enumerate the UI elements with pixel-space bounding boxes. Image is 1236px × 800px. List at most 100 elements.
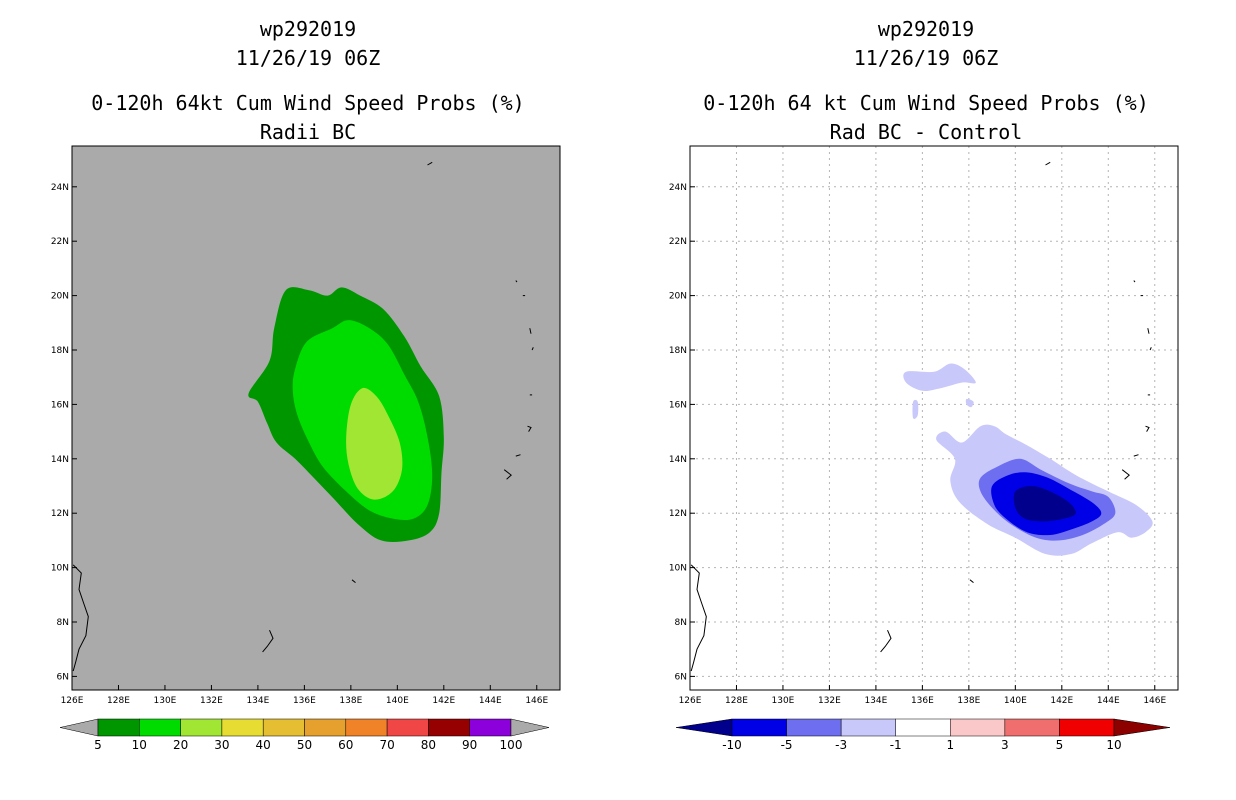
colorbar-segment [345, 718, 388, 737]
right-title-product: 0-120h 64 kt Cum Wind Speed Probs (%) [703, 91, 1149, 115]
y-tick-label: 8N [57, 618, 69, 628]
plot-background [690, 146, 1178, 690]
x-tick-label: 138E [957, 696, 980, 706]
colorbar-segment [840, 718, 896, 737]
x-tick-label: 142E [432, 696, 455, 706]
colorbar-segment [139, 718, 181, 737]
y-tick-label: 16N [669, 400, 687, 410]
right-title-storm: wp292019 [877, 17, 975, 41]
contour-neg1-fill [912, 399, 919, 419]
y-tick-label: 16N [51, 400, 69, 410]
colorbar-segment [428, 718, 470, 737]
colorbar-low-arrow [675, 718, 733, 737]
y-tick-label: 20N [669, 292, 687, 302]
plot-frame [689, 145, 1179, 691]
colorbar-label: 80 [421, 738, 436, 752]
left-title-date: 11/26/19 06Z [235, 46, 381, 70]
x-tick-label: 130E [154, 696, 177, 706]
colorbar-label: -3 [835, 738, 847, 752]
coastline [1133, 280, 1136, 283]
x-tick-label: 130E [772, 696, 795, 706]
coastline [880, 630, 892, 653]
colorbar-label: -1 [890, 738, 902, 752]
colorbar-label: 60 [338, 738, 353, 752]
colorbar-segment [304, 718, 347, 737]
colorbar-label: 90 [462, 738, 477, 752]
coastline [515, 280, 518, 283]
y-tick-label: 6N [675, 672, 687, 682]
coastline [1121, 469, 1130, 480]
coastline [351, 579, 356, 583]
x-tick-label: 136E [293, 696, 316, 706]
coastline [262, 630, 274, 653]
y-tick-label: 24N [669, 183, 687, 193]
right-chart: 126E 128E 130E 132E 134E 136E 138E 140E 142E 144E… [669, 145, 1179, 752]
contour-neg1-fill [903, 363, 976, 392]
colorbar-segment [950, 718, 1006, 737]
y-tick-label: 22N [669, 237, 687, 247]
coastline [72, 564, 89, 672]
colorbar-label: 50 [297, 738, 312, 752]
colorbar-segment [97, 718, 140, 737]
y-tick-label: 14N [669, 455, 687, 465]
colorbar-label: 5 [94, 738, 102, 752]
right-title-date: 11/26/19 06Z [853, 46, 999, 70]
x-tick-label: 126E [61, 696, 84, 706]
coastline [515, 454, 521, 457]
x-tick-label: 132E [200, 696, 223, 706]
colorbar-label: 3 [1001, 738, 1009, 752]
x-tick-label: 142E [1050, 696, 1073, 706]
x-tick-label: 128E [725, 696, 748, 706]
x-tick-label: 134E [864, 696, 887, 706]
coastline [503, 469, 512, 480]
x-tick-label: 140E [1004, 696, 1027, 706]
colorbar-label: 20 [173, 738, 188, 752]
colorbar-label: 10 [1106, 738, 1121, 752]
coastline [531, 347, 534, 351]
y-tick-label: 14N [51, 455, 69, 465]
y-tick-label: 8N [675, 618, 687, 628]
y-tick-label: 12N [51, 509, 69, 519]
colorbar-high-arrow [1113, 718, 1171, 737]
left-chart: 126E 128E 130E 132E 134E 136E 138E 140E 142E 144E… [51, 145, 561, 752]
colorbar-segment [1004, 718, 1060, 737]
coastline [427, 161, 433, 166]
colorbar-segment [1059, 718, 1115, 737]
colorbar-label: 30 [214, 738, 229, 752]
y-tick-label: 12N [669, 509, 687, 519]
colorbar-segment [895, 718, 951, 737]
coastline [1147, 328, 1150, 334]
colorbar-label: 40 [256, 738, 271, 752]
plot-frame [71, 145, 561, 691]
colorbar-segment [221, 718, 264, 737]
coastline [1149, 347, 1152, 351]
coastline [969, 579, 974, 583]
right-title-variant: Rad BC - Control [829, 120, 1023, 144]
colorbar-label: 1 [946, 738, 954, 752]
colorbar-label: 5 [1056, 738, 1064, 752]
colorbar-segment [469, 718, 512, 737]
colorbar-segment [731, 718, 787, 737]
y-tick-label: 24N [51, 183, 69, 193]
colorbar-segment [786, 718, 842, 737]
y-tick-label: 20N [51, 292, 69, 302]
x-tick-label: 146E [1143, 696, 1166, 706]
y-tick-label: 10N [669, 564, 687, 574]
coastline [690, 564, 707, 672]
colorbar-segment [262, 718, 305, 737]
y-tick-label: 10N [51, 564, 69, 574]
contour-neg1-fill [965, 398, 974, 408]
x-tick-label: 140E [386, 696, 409, 706]
contour-neg10-fill [1013, 486, 1076, 522]
colorbar-label: -10 [722, 738, 742, 752]
colorbar-low-arrow [59, 718, 99, 737]
y-tick-label: 18N [669, 346, 687, 356]
coastline [527, 425, 532, 432]
colorbar-segment [180, 718, 223, 737]
colorbar-label: 70 [379, 738, 394, 752]
coastline [1145, 425, 1150, 432]
x-tick-label: 132E [818, 696, 841, 706]
left-title-product: 0-120h 64kt Cum Wind Speed Probs (%) [91, 91, 525, 115]
x-tick-label: 144E [479, 696, 502, 706]
y-tick-label: 18N [51, 346, 69, 356]
